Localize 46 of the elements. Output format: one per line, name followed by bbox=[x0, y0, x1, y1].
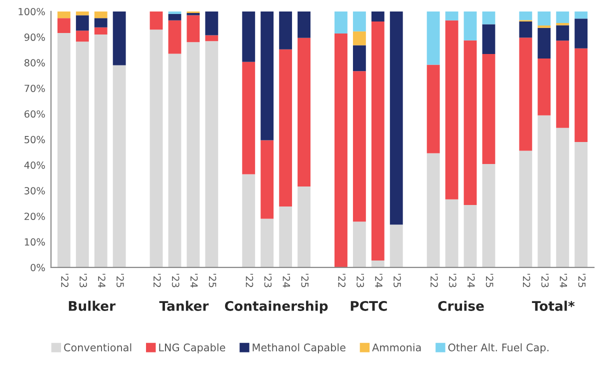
x-tick-label: '25 bbox=[578, 274, 586, 288]
y-tick-label: 50% bbox=[24, 136, 45, 144]
x-tick-label: '23 bbox=[80, 274, 87, 288]
y-tick-label: 0% bbox=[30, 264, 45, 272]
text: Total* bbox=[532, 300, 575, 311]
x-tick-label: '24 bbox=[560, 274, 568, 288]
x-tick-label: '22 bbox=[430, 274, 438, 288]
y-tick-label: 20% bbox=[24, 212, 45, 220]
x-tick-label: '22 bbox=[154, 274, 161, 288]
legend-label: Conventional bbox=[64, 343, 132, 352]
y-tick-label: 100% bbox=[18, 8, 45, 16]
y-tick-label: 90% bbox=[24, 34, 45, 41]
x-tick-label: '24 bbox=[375, 274, 382, 288]
legend-label: Ammonia bbox=[372, 343, 421, 352]
legend-label: Methanol Capable bbox=[252, 343, 346, 354]
x-tick-label: '24 bbox=[98, 274, 106, 288]
x-tick-label: '24 bbox=[468, 274, 475, 288]
x-tick-label: '22 bbox=[338, 274, 346, 288]
x-tick-label: '23 bbox=[264, 274, 272, 288]
text: Cruise bbox=[438, 300, 484, 311]
legend-label: LNG Capable bbox=[159, 343, 226, 354]
text: Tanker bbox=[159, 300, 209, 311]
x-tick-label: '22 bbox=[522, 274, 530, 288]
x-tick-label: '22 bbox=[246, 274, 254, 288]
x-tick-label: '25 bbox=[394, 274, 401, 288]
text: Bulker bbox=[68, 300, 116, 311]
x-tick-label: '25 bbox=[301, 274, 309, 288]
y-tick-label: 40% bbox=[24, 162, 45, 169]
x-tick-label: '25 bbox=[208, 274, 216, 288]
x-tick-label: '24 bbox=[282, 274, 290, 288]
x-tick-label: '23 bbox=[448, 274, 456, 288]
x-tick-label: '23 bbox=[172, 274, 180, 288]
x-tick-label: '23 bbox=[541, 274, 549, 288]
text: Containership bbox=[225, 300, 328, 314]
y-tick-label: 30% bbox=[24, 187, 45, 194]
x-tick-label: '24 bbox=[190, 274, 198, 288]
legend-label: Other Alt. Fuel Cap. bbox=[448, 343, 548, 354]
y-tick-label: 80% bbox=[24, 59, 45, 66]
x-tick-label: '23 bbox=[356, 274, 364, 288]
y-tick-label: 70% bbox=[24, 84, 45, 92]
x-tick-label: '25 bbox=[116, 274, 124, 288]
text: PCTC bbox=[350, 300, 387, 311]
y-tick-label: 60% bbox=[24, 110, 45, 118]
x-tick-label: '22 bbox=[61, 274, 68, 288]
y-tick-label: 10% bbox=[24, 238, 45, 246]
x-tick-label: '25 bbox=[486, 274, 494, 288]
